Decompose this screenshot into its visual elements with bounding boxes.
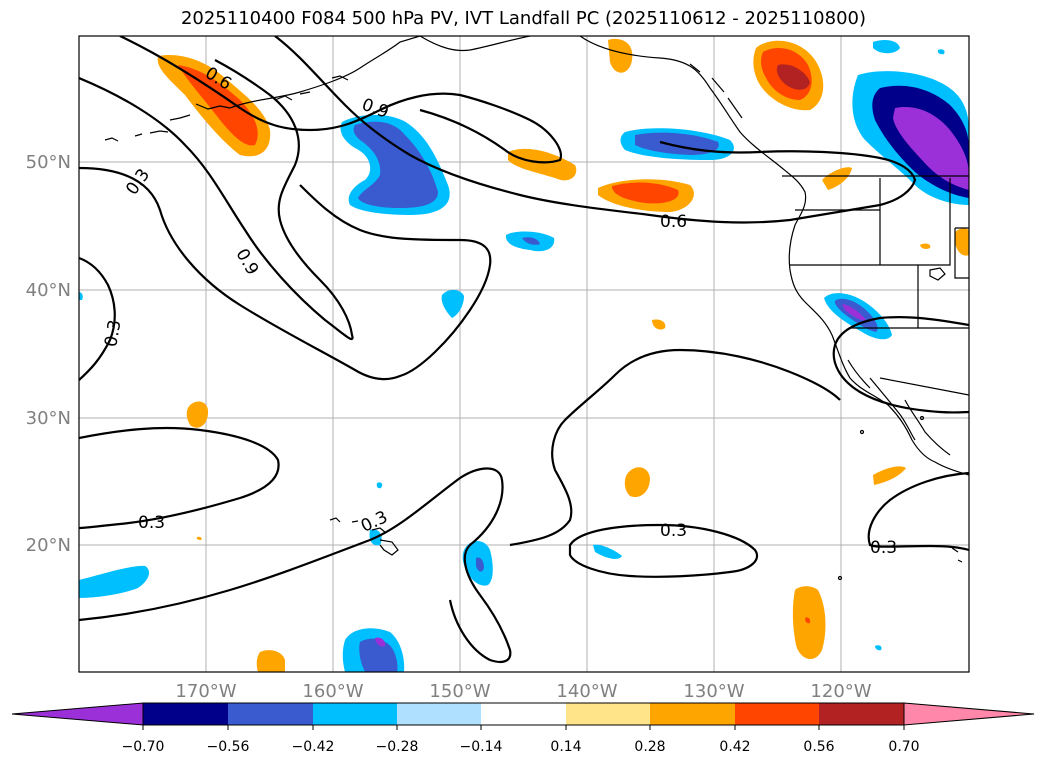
- contour-label: 0.3: [870, 538, 897, 558]
- colorbar-tick: 0.70: [888, 739, 919, 755]
- map-area: [79, 36, 969, 672]
- contour-label: 0.6: [660, 212, 687, 232]
- colorbar-segment: [735, 703, 819, 725]
- contour-label: 0.3: [660, 521, 687, 541]
- colorbar-segment: [143, 703, 228, 725]
- contour-label: 0.3: [101, 318, 125, 348]
- colorbar-tick: 0.56: [803, 739, 834, 755]
- colorbar-low-extend: [11, 702, 144, 726]
- lat-label: 40°N: [26, 280, 71, 301]
- lat-label: 50°N: [26, 152, 71, 173]
- positive-anomaly-shading: [157, 38, 969, 672]
- lon-axis-labels: 170°W 160°W 150°W 140°W 130°W 120°W: [175, 681, 871, 702]
- lon-label: 150°W: [429, 681, 490, 702]
- lon-label: 130°W: [683, 681, 744, 702]
- lon-label: 170°W: [175, 681, 236, 702]
- colorbar-segment: [397, 703, 481, 725]
- coastlines: [104, 36, 969, 581]
- colorbar-segment: [566, 703, 650, 725]
- lat-label: 30°N: [26, 408, 71, 429]
- colorbar-tick: −0.56: [207, 739, 250, 755]
- lat-label: 20°N: [26, 535, 71, 556]
- colorbar-segment: [819, 703, 904, 725]
- colorbar-segment: [481, 703, 566, 725]
- colorbar-tick: −0.28: [376, 739, 419, 755]
- map-frame: [78, 35, 970, 673]
- colorbar: −0.70 −0.56 −0.42 −0.28 −0.14 0.14 0.28 …: [11, 702, 1035, 755]
- contour-label: 0.3: [138, 513, 165, 533]
- lon-label: 140°W: [556, 681, 617, 702]
- colorbar-tick: −0.42: [292, 739, 335, 755]
- colorbar-tick: −0.70: [122, 739, 165, 755]
- negative-anomaly-shading: [79, 40, 969, 672]
- colorbar-high-extend: [903, 702, 1035, 726]
- colorbar-tick: 0.14: [550, 739, 581, 755]
- lat-axis-labels: 50°N 40°N 30°N 20°N: [26, 152, 71, 556]
- colorbar-segment: [650, 703, 735, 725]
- lon-label: 120°W: [810, 681, 871, 702]
- colorbar-segment: [228, 703, 313, 725]
- lon-label: 160°W: [302, 681, 363, 702]
- pv-contours: [79, 36, 969, 664]
- map-title: 2025110400 F084 500 hPa PV, IVT Landfall…: [180, 8, 867, 29]
- colorbar-segment: [313, 703, 397, 725]
- colorbar-tick: 0.28: [634, 739, 665, 755]
- colorbar-tick: −0.14: [460, 739, 503, 755]
- colorbar-tick: 0.42: [719, 739, 750, 755]
